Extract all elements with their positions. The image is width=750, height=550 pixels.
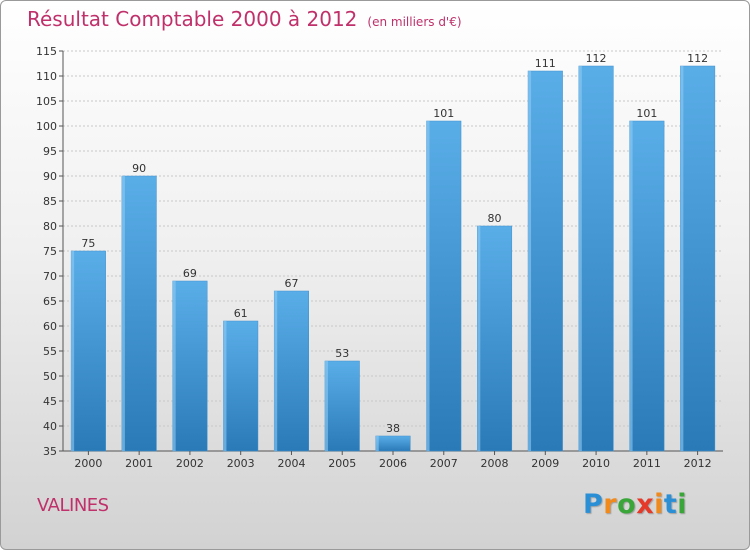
logo-letter: P [583,489,604,520]
data-label: 38 [386,422,400,435]
data-label: 69 [183,267,197,280]
logo-letter: i [677,489,688,520]
x-tick-label: 2011 [633,457,661,470]
bar-highlight [528,71,532,451]
bar-highlight [121,176,125,451]
y-tick-label: 50 [43,370,57,383]
logo-letter: x [636,489,655,520]
bar-highlight [375,436,379,451]
bar-2007 [426,120,462,452]
x-tick-label: 2009 [531,457,559,470]
data-label: 67 [284,277,298,290]
chart-title: Résultat Comptable 2000 à 2012 (en millie… [27,7,462,31]
title-unit: (en milliers d'€) [367,15,462,29]
bar-2000 [70,250,106,452]
x-tick-label: 2008 [481,457,509,470]
bar-2003 [223,320,259,452]
x-tick-label: 2010 [582,457,610,470]
y-tick-label: 75 [43,245,57,258]
logo-letter: o [617,489,637,520]
bar-2005 [324,360,360,452]
y-tick-label: 80 [43,220,57,233]
x-tick-label: 2001 [125,457,153,470]
x-tick-label: 2004 [277,457,305,470]
y-tick-label: 40 [43,420,57,433]
y-tick-label: 60 [43,320,57,333]
bar-highlight [172,281,176,451]
x-tick-label: 2006 [379,457,407,470]
y-tick-label: 95 [43,145,57,158]
x-tick-label: 2005 [328,457,356,470]
logo-letter: t [663,489,678,520]
bar-highlight [680,66,684,451]
x-tick-label: 2002 [176,457,204,470]
data-label: 90 [132,162,146,175]
y-tick-label: 110 [36,70,57,83]
bar-2011 [629,120,665,452]
y-tick-label: 115 [36,45,57,58]
bar-highlight [223,321,227,451]
data-label: 53 [335,347,349,360]
bar-highlight [629,121,633,451]
data-label: 112 [586,52,607,65]
data-label: 112 [687,52,708,65]
x-tick-label: 2000 [74,457,102,470]
bar-2001 [121,175,157,452]
logo-letter: r [603,489,618,520]
x-tick-label: 2003 [227,457,255,470]
bar-2002 [172,280,208,452]
data-label: 111 [535,57,556,70]
bar-2010 [578,65,614,452]
y-tick-label: 90 [43,170,57,183]
commune-name: VALINES [37,495,109,516]
data-label: 101 [636,107,657,120]
data-label: 61 [234,307,248,320]
bar-highlight [71,251,75,451]
bar-2004 [273,290,309,452]
x-tick-label: 2007 [430,457,458,470]
bar-2009 [527,70,563,452]
y-tick-label: 65 [43,295,57,308]
bar-highlight [578,66,582,451]
title-text: Résultat Comptable 2000 à 2012 [27,7,358,31]
data-label: 101 [433,107,454,120]
data-label: 75 [81,237,95,250]
bar-2006 [375,435,411,452]
bar-highlight [477,226,481,451]
y-tick-label: 85 [43,195,57,208]
bar-2012 [680,65,716,452]
bar-highlight [274,291,278,451]
proxiti-logo: Proxiti [583,489,687,520]
x-tick-label: 2012 [684,457,712,470]
y-tick-label: 35 [43,445,57,458]
y-tick-label: 45 [43,395,57,408]
y-tick-label: 70 [43,270,57,283]
y-tick-label: 100 [36,120,57,133]
y-tick-label: 55 [43,345,57,358]
bar-highlight [324,361,328,451]
data-label: 80 [488,212,502,225]
logo-letter: i [654,489,664,520]
y-tick-label: 105 [36,95,57,108]
bar-highlight [426,121,430,451]
bar-2008 [477,225,513,452]
